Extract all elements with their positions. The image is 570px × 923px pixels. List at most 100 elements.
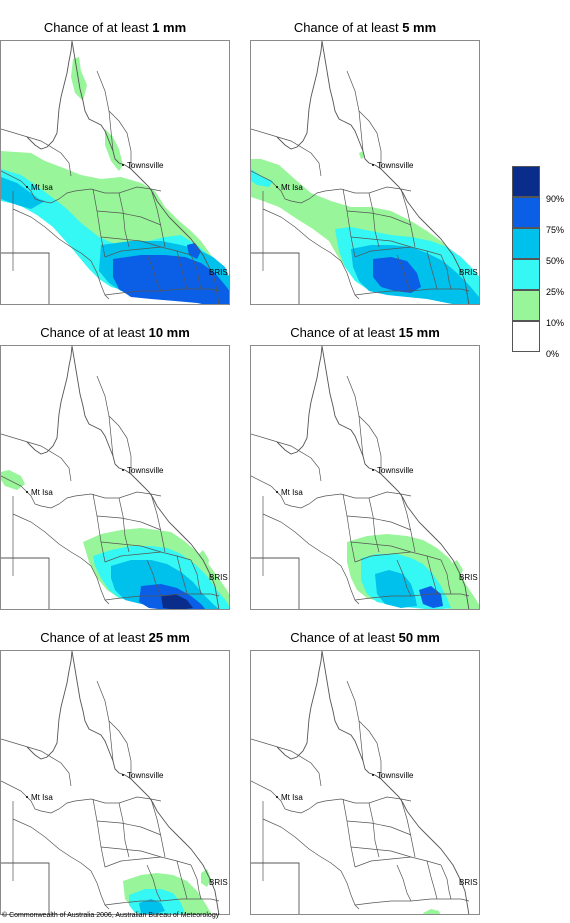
district-boundary (146, 559, 162, 597)
map-panel-10mm: Townsville Mt Isa BRIS (0, 345, 230, 610)
state-border (251, 557, 300, 609)
district-boundary (108, 415, 132, 474)
brisbane-label: BRIS (459, 268, 478, 277)
district-boundary (368, 192, 380, 248)
state-border (251, 252, 300, 304)
rainfall-probability-overlay (1, 57, 229, 304)
district-boundary (118, 192, 130, 248)
district-boundary (396, 254, 412, 292)
probability-region-10pct (105, 129, 123, 171)
district-boundary (354, 551, 442, 563)
boundaries (251, 346, 470, 609)
district-boundary (96, 375, 114, 457)
state-border (1, 862, 50, 914)
legend-swatch-50 (512, 228, 540, 259)
queensland-map: Townsville Mt Isa BRIS (1, 346, 229, 609)
district-boundary (358, 415, 382, 474)
mt-isa-label: Mt Isa (31, 488, 53, 497)
panel-title-5mm: Chance of at least 5 mm (293, 20, 437, 35)
district-boundary (400, 188, 416, 248)
district-boundary (396, 559, 412, 597)
boundaries (1, 41, 220, 304)
district-boundary (396, 864, 412, 902)
district-boundary (262, 208, 360, 300)
copyright-notice: © Commonwealth of Australia 2006, Austra… (2, 912, 220, 919)
district-boundary (346, 515, 412, 531)
legend-swatch-10 (512, 290, 540, 321)
district-boundary (346, 680, 364, 762)
district-boundary (96, 210, 162, 226)
coastline (321, 41, 470, 304)
legend-label-10: 10% (546, 318, 565, 328)
mt-isa-marker (276, 796, 278, 798)
district-boundary (262, 513, 360, 605)
district-boundary (251, 433, 322, 482)
probability-region-50pct (375, 570, 417, 608)
district-boundary (251, 780, 412, 814)
district-boundary (1, 780, 162, 814)
queensland-map: Townsville Mt Isa BRIS (1, 651, 228, 914)
panel-title-25mm: Chance of at least 25 mm (40, 630, 190, 645)
map-panel-50mm: Townsville Mt Isa BRIS (250, 650, 480, 915)
probability-region-10pct (423, 909, 441, 914)
rainfall-probability-overlay (347, 534, 479, 609)
map-panel-15mm: Townsville Mt Isa BRIS (250, 345, 480, 610)
rainfall-probability-overlay (423, 909, 441, 914)
mt-isa-label: Mt Isa (281, 183, 303, 192)
rainfall-probability-overlay (1, 470, 229, 609)
district-boundary (350, 846, 412, 858)
district-boundary (368, 497, 380, 553)
district-boundary (354, 246, 442, 258)
townsville-label: Townsville (127, 771, 164, 780)
district-boundary (96, 680, 114, 762)
district-boundary (104, 551, 192, 563)
district-boundary (440, 254, 452, 290)
map-panel-1mm: Townsville Mt Isa BRIS (0, 40, 230, 305)
probability-region-50pct (1, 177, 45, 209)
district-boundary (104, 288, 220, 296)
queensland-map: Townsville Mt Isa BRIS (251, 651, 478, 914)
townsville-label: Townsville (377, 466, 414, 475)
district-boundary (354, 593, 470, 601)
district-boundary (176, 555, 188, 595)
district-boundary (346, 820, 412, 836)
gulf-coastline (276, 41, 323, 150)
gulf-coastline (276, 651, 323, 760)
district-boundary (150, 493, 166, 553)
mt-isa-marker (26, 186, 28, 188)
district-boundary (251, 738, 322, 787)
district-boundary (346, 375, 364, 457)
district-boundary (251, 475, 412, 509)
brisbane-label: BRIS (459, 878, 478, 887)
probability-region-75pct (113, 255, 229, 304)
legend-label-90: 90% (546, 194, 565, 204)
mt-isa-label: Mt Isa (31, 793, 53, 802)
coastline (71, 41, 220, 304)
townsville-marker (122, 774, 124, 776)
district-boundary (12, 513, 110, 605)
legend-swatch-0 (512, 321, 540, 352)
district-boundary (150, 188, 166, 248)
district-boundary (440, 864, 452, 900)
probability-region-10pct (201, 869, 211, 887)
brisbane-label: BRIS (209, 573, 228, 582)
district-boundary (190, 864, 202, 900)
district-boundary (100, 541, 162, 553)
panel-title-10mm: Chance of at least 10 mm (40, 325, 190, 340)
boundaries (1, 651, 220, 914)
district-boundary (118, 802, 130, 858)
district-boundary (400, 493, 416, 553)
district-boundary (104, 898, 220, 906)
district-boundary (426, 250, 438, 290)
district-boundary (176, 860, 188, 900)
gulf-coastline (26, 346, 73, 455)
district-boundary (368, 802, 380, 858)
legend-label-0: 0% (546, 349, 560, 359)
mt-isa-label: Mt Isa (281, 793, 303, 802)
rainfall-probability-overlay (123, 869, 211, 914)
district-boundary (176, 250, 188, 290)
gulf-coastline (26, 41, 73, 150)
district-boundary (12, 208, 110, 300)
townsville-label: Townsville (127, 466, 164, 475)
district-boundary (354, 288, 470, 296)
